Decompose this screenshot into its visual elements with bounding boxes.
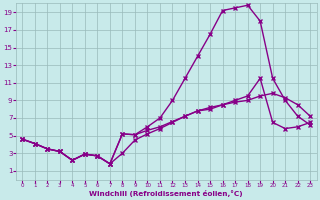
X-axis label: Windchill (Refroidissement éolien,°C): Windchill (Refroidissement éolien,°C) <box>89 190 243 197</box>
